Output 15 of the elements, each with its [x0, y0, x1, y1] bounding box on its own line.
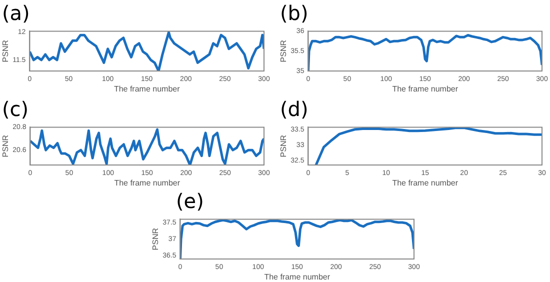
y-axis-title: PSNR	[151, 228, 160, 250]
y-axis-title: PSNR	[279, 134, 288, 158]
y-axis-title: PSNR	[1, 40, 10, 62]
x-axis-title: The frame number	[392, 178, 458, 188]
x-axis-title: The frame number	[114, 178, 180, 188]
chart-title: (c)	[1, 96, 30, 122]
y-axis-title: PSNR	[279, 40, 288, 62]
chart-title: (a)	[1, 0, 31, 26]
x-axis-title: The frame number	[264, 272, 330, 282]
x-axis-title: The frame number	[114, 84, 180, 94]
chart-title: (e)	[175, 188, 205, 214]
chart-title: (d)	[279, 96, 310, 122]
y-axis-title: PSNR	[1, 134, 10, 158]
chart-title: (b)	[279, 0, 310, 26]
x-axis-title: The frame number	[392, 84, 458, 94]
